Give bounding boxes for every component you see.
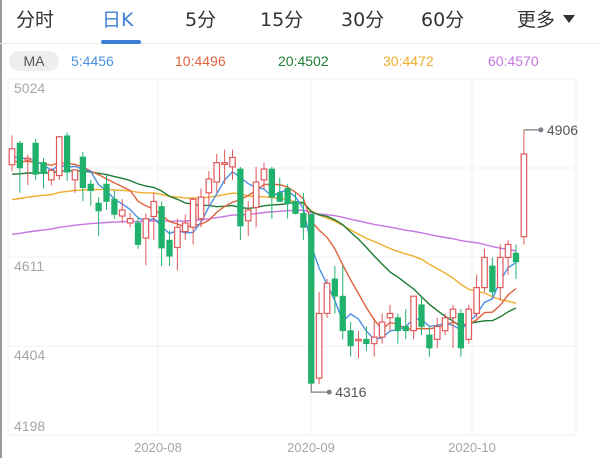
svg-text:5024: 5024 (14, 80, 45, 96)
active-tab-indicator (101, 40, 141, 44)
more-dropdown[interactable]: 更多 (517, 5, 576, 35)
svg-text:4198: 4198 (14, 418, 45, 434)
svg-text:4611: 4611 (14, 258, 44, 274)
ma-toggle-button[interactable]: MA (9, 51, 59, 71)
kline-chart-canvas: 2020-08 2020-09 2020-10 5024 4611 4404 4198 490… (7, 78, 578, 455)
moving-average-legend: MA 5:4456 10:4496 20:4502 30:4472 60:457… (0, 46, 600, 76)
svg-text:4906: 4906 (547, 122, 578, 138)
tab-15min[interactable]: 15分 (260, 9, 304, 31)
tab-5min[interactable]: 5分 (185, 9, 217, 31)
ma10-value: 10:4496 (175, 53, 226, 69)
period-tab-bar: 分时 日K 5分 15分 30分 60分 更多 (0, 0, 600, 44)
more-label: 更多 (517, 9, 556, 31)
tab-intraday[interactable]: 分时 (16, 9, 55, 31)
tab-30min[interactable]: 30分 (341, 9, 385, 31)
svg-text:2020-09: 2020-09 (287, 440, 335, 455)
ma30-value: 30:4472 (383, 53, 434, 69)
window-left-border (0, 0, 2, 458)
tab-60min[interactable]: 60分 (421, 9, 465, 31)
tab-daily-k[interactable]: 日K (102, 9, 134, 31)
ma60-value: 60:4570 (488, 53, 539, 69)
ma20-value: 20:4502 (278, 53, 329, 69)
caret-down-icon (563, 15, 576, 23)
kline-chart[interactable]: 2020-08 2020-09 2020-10 5024 4611 4404 4198 490… (0, 76, 600, 458)
svg-text:2020-10: 2020-10 (448, 440, 496, 455)
svg-text:4316: 4316 (335, 384, 366, 400)
svg-text:4404: 4404 (14, 347, 45, 363)
svg-text:2020-08: 2020-08 (134, 440, 182, 455)
ma5-value: 5:4456 (71, 53, 114, 69)
